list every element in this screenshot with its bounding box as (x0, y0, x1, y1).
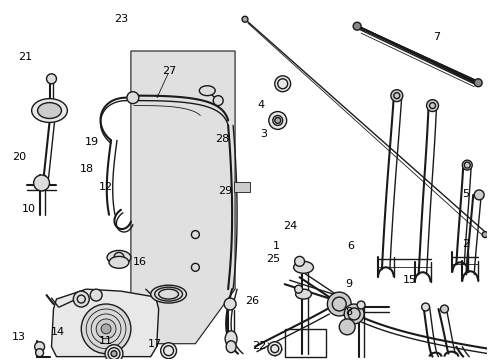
Text: 26: 26 (244, 296, 258, 306)
Circle shape (340, 304, 351, 316)
Circle shape (481, 231, 487, 238)
Text: 23: 23 (114, 14, 127, 23)
Polygon shape (51, 289, 158, 357)
Circle shape (127, 92, 139, 104)
Bar (234, 182, 249, 192)
Circle shape (349, 310, 361, 322)
Circle shape (294, 285, 302, 293)
Text: 2: 2 (461, 239, 468, 249)
Circle shape (473, 79, 481, 87)
Text: 22: 22 (251, 341, 265, 351)
Circle shape (36, 349, 43, 357)
Circle shape (352, 22, 360, 30)
Ellipse shape (199, 86, 215, 96)
Ellipse shape (150, 285, 186, 303)
Circle shape (34, 175, 49, 191)
Text: 8: 8 (345, 307, 352, 317)
Circle shape (242, 16, 247, 22)
Ellipse shape (32, 99, 67, 122)
Ellipse shape (109, 256, 129, 268)
Circle shape (267, 342, 281, 356)
Circle shape (191, 264, 199, 271)
Ellipse shape (225, 341, 236, 353)
Circle shape (274, 117, 280, 123)
Text: 27: 27 (162, 66, 176, 76)
Polygon shape (131, 51, 235, 344)
Text: 4: 4 (257, 100, 264, 110)
Text: 11: 11 (99, 336, 113, 346)
Circle shape (345, 307, 356, 319)
Text: 5: 5 (461, 189, 468, 199)
Circle shape (440, 305, 447, 313)
Circle shape (35, 342, 44, 352)
Circle shape (461, 160, 471, 170)
Circle shape (90, 289, 102, 301)
Circle shape (426, 100, 438, 112)
Text: 15: 15 (402, 275, 416, 285)
Circle shape (73, 291, 89, 307)
Bar (284, 329, 325, 357)
Ellipse shape (295, 289, 311, 299)
Circle shape (326, 292, 350, 316)
Text: 28: 28 (215, 134, 229, 144)
Ellipse shape (224, 331, 237, 347)
Text: 9: 9 (345, 279, 352, 289)
Circle shape (274, 76, 290, 92)
Text: 7: 7 (432, 32, 439, 42)
Text: 17: 17 (147, 339, 162, 349)
Circle shape (356, 301, 365, 309)
Circle shape (335, 301, 346, 313)
Circle shape (294, 256, 304, 266)
Circle shape (111, 351, 117, 357)
Circle shape (101, 324, 111, 334)
Text: 21: 21 (18, 52, 32, 62)
Text: 6: 6 (347, 241, 354, 251)
Circle shape (390, 90, 402, 102)
Circle shape (224, 298, 236, 310)
Text: 24: 24 (283, 221, 297, 231)
Circle shape (161, 343, 176, 359)
Text: 12: 12 (99, 182, 113, 192)
Text: 18: 18 (80, 164, 94, 174)
Circle shape (268, 112, 286, 129)
Text: 25: 25 (266, 253, 280, 264)
Text: 19: 19 (84, 138, 99, 148)
Circle shape (421, 303, 428, 311)
Text: 1: 1 (272, 241, 279, 251)
Text: 20: 20 (12, 152, 26, 162)
Text: 14: 14 (51, 327, 64, 337)
Ellipse shape (293, 261, 313, 273)
Circle shape (344, 304, 364, 324)
Circle shape (191, 231, 199, 239)
Circle shape (96, 319, 116, 339)
Circle shape (473, 190, 483, 200)
Circle shape (213, 96, 223, 105)
Ellipse shape (107, 251, 131, 264)
Text: 13: 13 (12, 332, 26, 342)
Circle shape (46, 74, 56, 84)
Circle shape (339, 319, 354, 335)
Text: 29: 29 (218, 186, 232, 196)
Text: 3: 3 (260, 129, 267, 139)
Text: 10: 10 (21, 203, 36, 213)
Circle shape (105, 345, 122, 360)
Ellipse shape (38, 103, 61, 118)
Text: 16: 16 (133, 257, 147, 267)
Circle shape (81, 304, 131, 354)
